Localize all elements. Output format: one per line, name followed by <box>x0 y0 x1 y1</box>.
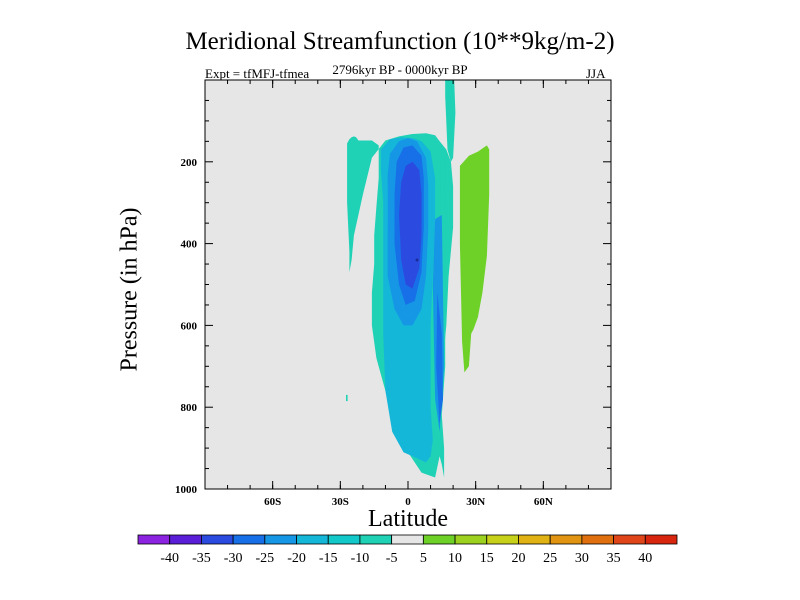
colorbar-swatch <box>264 534 297 545</box>
colorbar-label: 5 <box>420 551 427 566</box>
contour-region-level-10 <box>459 145 490 373</box>
colorbar-swatch <box>232 534 266 545</box>
y-tick-label: 1000 <box>175 484 198 496</box>
colorbar-swatch <box>359 534 393 545</box>
colorbar-swatch <box>486 534 519 545</box>
colorbar-swatch <box>169 534 202 545</box>
x-tick-label: 0 <box>405 496 411 508</box>
colorbar-label: -40 <box>160 551 179 566</box>
contour-layer <box>346 80 490 478</box>
colorbar-swatch <box>296 534 329 545</box>
x-tick-label: 60S <box>264 496 281 508</box>
colorbar-label: -25 <box>255 551 274 566</box>
colorbar-swatch <box>201 534 234 545</box>
contour-region-level--30 <box>399 161 422 289</box>
y-tick-label: 400 <box>181 239 198 251</box>
colorbar-swatch <box>613 534 646 545</box>
colorbar-label: -35 <box>192 551 211 566</box>
season-label: JJA <box>586 66 606 81</box>
contour-core-mark <box>415 258 419 262</box>
colorbar-label: -20 <box>287 551 306 566</box>
colorbar-label: 15 <box>480 551 494 566</box>
colorbar-swatch <box>518 534 551 545</box>
colorbar-label: -5 <box>386 551 398 566</box>
colorbar-label: 35 <box>607 551 621 566</box>
colorbar-swatch <box>422 534 456 545</box>
time-range-label: 2796kyr BP - 0000kyr BP <box>332 62 468 77</box>
colorbar-label: 10 <box>448 551 462 566</box>
chart-title: Meridional Streamfunction (10**9kg/m-2) <box>185 28 615 55</box>
colorbar-swatch <box>454 534 488 545</box>
experiment-label: Expt = tfMFJ-tfmea <box>205 66 310 81</box>
x-tick-label: 60N <box>534 496 553 508</box>
y-tick-label: 600 <box>181 320 198 332</box>
colorbar-label: -30 <box>224 551 243 566</box>
colorbar-label: 20 <box>511 551 525 566</box>
colorbar-label: 40 <box>638 551 652 566</box>
colorbar-label: 25 <box>543 551 557 566</box>
contour-region-level--10 <box>445 80 456 162</box>
colorbar-label: -15 <box>319 551 338 566</box>
contour-region-level--10 <box>346 394 348 402</box>
y-tick-label: 200 <box>181 157 198 169</box>
colorbar-swatch <box>327 534 361 545</box>
colorbar-swatch <box>549 534 583 545</box>
colorbar-label: -10 <box>351 551 370 566</box>
x-axis-label: Latitude <box>368 506 448 532</box>
colorbar-swatch <box>391 534 424 545</box>
colorbar-swatch <box>137 534 171 545</box>
x-tick-label: 30S <box>332 496 349 508</box>
colorbar-label: 30 <box>575 551 589 566</box>
colorbar-swatch <box>581 534 614 545</box>
y-tick-label: 800 <box>181 402 198 414</box>
x-tick-label: 30N <box>466 496 485 508</box>
colorbar-swatch <box>644 534 678 545</box>
contour-region-level--25 <box>436 292 443 424</box>
